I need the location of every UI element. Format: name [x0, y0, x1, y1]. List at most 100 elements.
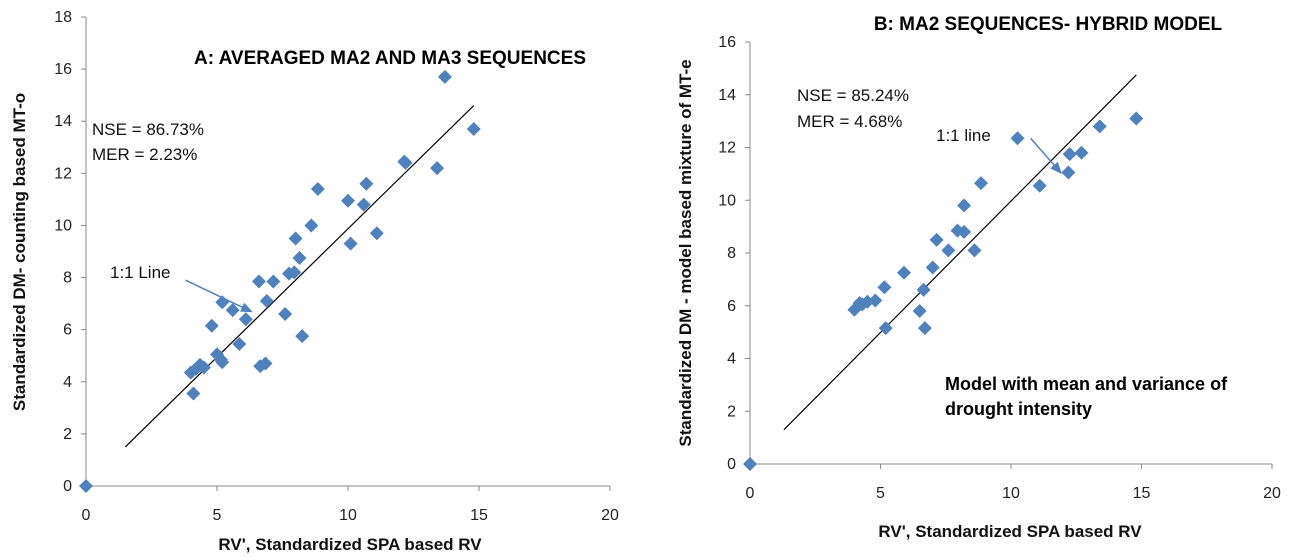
chart-a-data-point [341, 193, 355, 208]
chart-a-y-tick-label: 14 [54, 113, 72, 130]
chart-a-data-point [295, 329, 310, 344]
chart-a-y-label: Standardized DM- counting based MT-o [10, 93, 29, 411]
chart-a-data-point [79, 479, 93, 493]
chart-a-data-point [437, 69, 452, 84]
chart-b-y-ticks: 0 2 4 6 8 10 12 14 16 [718, 34, 750, 473]
chart-b-y-tick-label: 14 [718, 87, 736, 104]
chart-b-y-label: Standardized DM - model based mixture of… [676, 59, 695, 446]
chart-b-x-ticks: 0 5 10 15 20 [746, 464, 1281, 502]
chart-a-data-point [251, 274, 266, 289]
chart-b-mer: MER = 4.68% [797, 112, 902, 131]
chart-b-data-point [912, 304, 927, 319]
chart-a-data-point [369, 226, 384, 241]
chart-b-line-label-arrow [1030, 137, 1062, 175]
chart-b-data-point [868, 293, 883, 308]
chart-b-data-point [1032, 178, 1047, 193]
chart-b-data-point [1061, 165, 1076, 180]
chart-b-y-tick-label: 8 [727, 245, 736, 262]
chart-b-annotation-line-2: drought intensity [945, 399, 1092, 419]
chart-a-data-point [359, 176, 374, 191]
chart-b-title: B: MA2 SEQUENCES- HYBRID MODEL [874, 14, 1223, 35]
chart-a-mer: MER = 2.23% [92, 145, 197, 164]
chart-a-x-label: RV', Standardized SPA based RV [218, 535, 482, 554]
chart-a-x-ticks: 0 5 10 15 20 [82, 486, 619, 524]
chart-b-x-tick-label: 0 [746, 485, 755, 502]
chart-a-data-point [232, 336, 247, 351]
chart-a-data-point [238, 312, 253, 327]
chart-b-data-point [1092, 119, 1107, 134]
chart-a-line-label-arrow [185, 279, 253, 313]
chart-b-annotation-line-1: Model with mean and variance of [945, 374, 1228, 394]
chart-a-one-to-one-line [124, 105, 475, 448]
chart-a-data-point [288, 231, 303, 246]
chart-a-data-point [356, 197, 371, 212]
chart-b-y-tick-label: 12 [718, 140, 736, 157]
chart-a-line-label: 1:1 Line [110, 263, 171, 282]
chart-b-y-tick-label: 2 [727, 403, 736, 420]
chart-a-data-point [343, 236, 358, 251]
chart-b-y-tick-label: 10 [718, 192, 736, 209]
chart-b-data-point [1129, 111, 1144, 126]
chart-a-x-tick-label: 5 [213, 507, 222, 524]
chart-b-y-tick-label: 6 [727, 298, 736, 315]
chart-a-data-point [225, 303, 240, 318]
chart-b-x-tick-label: 15 [1133, 485, 1151, 502]
chart-b-data-point [929, 232, 944, 247]
chart-a-data-point [186, 386, 201, 401]
chart-a-data-point [278, 307, 293, 322]
chart-a-y-tick-label: 10 [54, 217, 72, 234]
chart-b-y-tick-label: 4 [727, 351, 736, 368]
chart-b-one-to-one-line [783, 74, 1137, 431]
chart-a-x-tick-label: 0 [82, 507, 91, 524]
chart-a-data-point [213, 352, 228, 367]
chart-a-y-tick-label: 18 [54, 9, 72, 26]
chart-a-x-tick-label: 20 [601, 507, 619, 524]
chart-b-data-point [896, 265, 911, 280]
chart-b-data-point [941, 243, 956, 258]
chart-b-x-tick-label: 20 [1263, 485, 1281, 502]
chart-b-data-point [1074, 145, 1089, 160]
chart-b-line-label: 1:1 line [936, 126, 991, 145]
chart-a-title: A: AVERAGED MA2 AND MA3 SEQUENCES [194, 48, 586, 69]
chart-a-nse: NSE = 86.73% [92, 120, 204, 139]
chart-a-x-tick-label: 10 [339, 507, 357, 524]
chart-b-x-tick-label: 5 [876, 485, 885, 502]
chart-a-y-tick-label: 12 [54, 165, 72, 182]
chart-b-data-point [916, 282, 931, 297]
chart-b-data-point [1010, 131, 1025, 146]
chart-b-y-tick-label: 0 [727, 456, 736, 473]
chart-a-y-tick-label: 4 [63, 374, 72, 391]
chart-b-data-point [957, 198, 972, 213]
chart-a-data-point [304, 218, 319, 233]
chart-b-y-tick-label: 16 [718, 34, 736, 51]
chart-a-y-tick-label: 6 [63, 322, 72, 339]
chart-a-y-tick-label: 16 [54, 61, 72, 78]
chart-b-data-point [917, 321, 932, 336]
chart-a-data-point [196, 360, 211, 375]
chart-b-points [743, 111, 1144, 471]
chart-b-data-point [877, 280, 892, 295]
chart-b-data-point [957, 224, 972, 239]
chart-a-y-ticks: 0 2 4 6 8 10 12 14 16 18 [54, 9, 86, 495]
chart-b-data-point [967, 243, 982, 258]
chart-a-data-point [266, 274, 281, 289]
chart-a-data-point [466, 122, 481, 137]
chart-b-data-point [1062, 147, 1077, 162]
chart-a-data-point [287, 265, 302, 280]
chart-a-data-point [204, 318, 219, 333]
chart-b-nse: NSE = 85.24% [797, 86, 909, 105]
chart-b-data-point [878, 321, 893, 336]
chart-a-data-point [310, 181, 325, 196]
chart-a-data-point [259, 294, 274, 309]
chart-a-data-point [398, 155, 413, 170]
chart-b-data-point [743, 457, 757, 471]
chart-b: B: MA2 SEQUENCES- HYBRID MODEL 0 2 4 6 8 10 12… [676, 14, 1281, 541]
chart-b-data-point [925, 260, 940, 275]
chart-a-data-point [430, 161, 445, 176]
chart-b-data-point [973, 176, 988, 191]
chart-a: A: AVERAGED MA2 AND MA3 SEQUENCES 0 2 4 6 8 1… [10, 9, 619, 554]
chart-b-x-tick-label: 10 [1002, 485, 1020, 502]
chart-a-y-tick-label: 2 [63, 426, 72, 443]
chart-b-x-label: RV', Standardized SPA based RV [878, 522, 1142, 541]
